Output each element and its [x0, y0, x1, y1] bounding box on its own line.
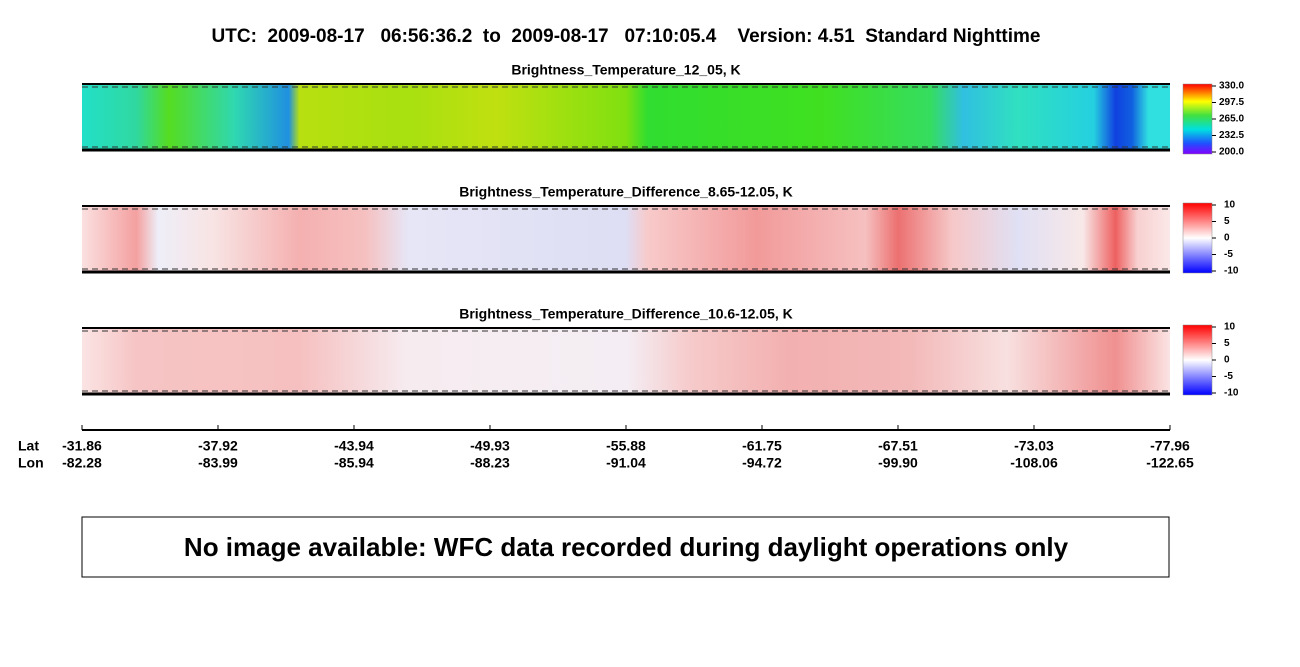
colorbar	[1182, 324, 1213, 396]
lat-tick-label: -73.03	[1014, 438, 1054, 454]
lat-tick-label: -67.51	[878, 438, 918, 454]
lon-tick-label: -122.65	[1146, 455, 1194, 471]
colorbar-tick-label: 200.0	[1219, 147, 1244, 158]
page-title: UTC: 2009-08-17 06:56:36.2 to 2009-08-17…	[212, 26, 1041, 47]
panel-title: Brightness_Temperature_Difference_8.65-1…	[459, 184, 793, 200]
lat-tick-label: -31.86	[62, 438, 102, 454]
lat-label: Lat	[18, 438, 39, 454]
colorbar-tick-label: 10	[1224, 322, 1236, 333]
lat-tick-label: -49.93	[470, 438, 510, 454]
colorbar-tick-label: -10	[1224, 266, 1239, 277]
lon-tick-label: -82.28	[62, 455, 102, 471]
lon-tick-label: -88.23	[470, 455, 510, 471]
lon-tick-label: -99.90	[878, 455, 918, 471]
panel-title: Brightness_Temperature_12_05, K	[511, 62, 740, 78]
colorbar-tick-label: 330.0	[1219, 81, 1244, 92]
lat-tick-label: -43.94	[334, 438, 374, 454]
colorbar	[1182, 83, 1213, 155]
colorbar-tick-label: 265.0	[1219, 114, 1244, 125]
lat-tick-label: -61.75	[742, 438, 782, 454]
heatmap	[82, 328, 1170, 394]
message-box	[81, 516, 1170, 578]
lon-tick-label: -85.94	[334, 455, 374, 471]
message: No image available: WFC data recorded du…	[184, 532, 1069, 562]
heatmap	[82, 206, 1170, 272]
heatmap	[82, 84, 1170, 150]
colorbar-tick-label: 0	[1224, 355, 1230, 366]
lon-tick-label: -83.99	[198, 455, 238, 471]
colorbar-tick-label: 5	[1224, 338, 1230, 349]
lon-label: Lon	[18, 455, 44, 471]
colorbar-tick-label: 10	[1224, 200, 1236, 211]
colorbar-tick-label: -10	[1224, 388, 1239, 399]
lat-tick-label: -55.88	[606, 438, 646, 454]
colorbar-tick-label: 297.5	[1219, 97, 1244, 108]
colorbar-tick-label: 0	[1224, 233, 1230, 244]
lat-tick-label: -37.92	[198, 438, 238, 454]
lon-tick-label: -108.06	[1010, 455, 1058, 471]
colorbar	[1182, 202, 1213, 274]
lon-tick-label: -91.04	[606, 455, 646, 471]
colorbar-tick-label: 232.5	[1219, 130, 1244, 141]
colorbar-tick-label: -5	[1224, 249, 1233, 260]
lat-tick-label: -77.96	[1150, 438, 1190, 454]
colorbar-tick-label: -5	[1224, 371, 1233, 382]
panel-title: Brightness_Temperature_Difference_10.6-1…	[459, 306, 793, 322]
lon-tick-label: -94.72	[742, 455, 782, 471]
colorbar-tick-label: 5	[1224, 216, 1230, 227]
